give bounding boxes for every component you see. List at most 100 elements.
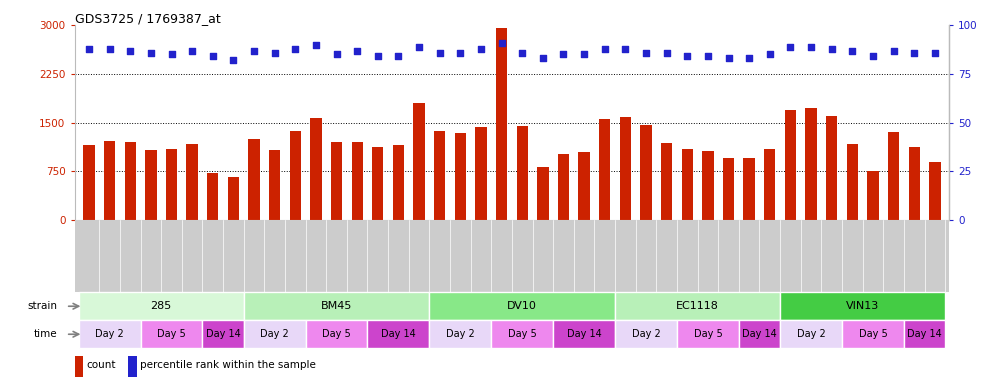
Bar [124, 142, 136, 220]
Bar [847, 144, 858, 220]
Bar [429, 292, 615, 320]
Bar [352, 142, 363, 220]
Bar [599, 119, 610, 220]
Bar [780, 320, 842, 348]
Bar [909, 147, 919, 220]
Point [184, 48, 200, 54]
Text: Day 5: Day 5 [859, 329, 888, 339]
Text: Day 14: Day 14 [908, 329, 942, 339]
Bar [331, 142, 342, 220]
Bar [554, 320, 615, 348]
Point [907, 50, 922, 56]
Text: Day 5: Day 5 [322, 329, 351, 339]
Text: EC1118: EC1118 [676, 301, 719, 311]
Bar [739, 320, 780, 348]
Point [349, 48, 365, 54]
Bar [128, 356, 137, 377]
Text: strain: strain [27, 301, 57, 311]
Point [865, 53, 881, 60]
Bar [537, 167, 549, 220]
Bar [244, 292, 429, 320]
Point [844, 48, 860, 54]
Bar [723, 159, 735, 220]
Text: percentile rank within the sample: percentile rank within the sample [140, 360, 316, 370]
Bar [187, 144, 198, 220]
Bar [203, 320, 244, 348]
Point [761, 51, 777, 58]
Text: Day 5: Day 5 [508, 329, 537, 339]
Point [226, 57, 242, 63]
Bar [579, 152, 589, 220]
Point [431, 50, 447, 56]
Point [287, 46, 303, 52]
Point [577, 51, 592, 58]
Point [452, 50, 468, 56]
Bar [289, 131, 301, 220]
Bar [429, 320, 491, 348]
Bar [904, 320, 945, 348]
Point [205, 53, 221, 60]
Bar [780, 292, 945, 320]
Bar [368, 320, 429, 348]
Bar [615, 320, 677, 348]
Bar [826, 116, 837, 220]
Bar [661, 143, 672, 220]
Point [617, 46, 633, 52]
Bar [677, 320, 739, 348]
Bar [372, 147, 384, 220]
Bar [434, 131, 445, 220]
Bar [475, 127, 487, 220]
Point [514, 50, 530, 56]
Text: Day 2: Day 2 [95, 329, 124, 339]
Bar [145, 150, 157, 220]
Point [370, 53, 386, 60]
Bar [491, 320, 554, 348]
Text: GDS3725 / 1769387_at: GDS3725 / 1769387_at [75, 12, 221, 25]
Bar [619, 117, 631, 220]
Bar [269, 150, 280, 220]
Bar [702, 151, 714, 220]
Bar [558, 154, 570, 220]
Bar [104, 141, 115, 220]
Point [82, 46, 97, 52]
Point [473, 46, 489, 52]
Text: count: count [86, 360, 116, 370]
Point [886, 48, 902, 54]
Text: Day 2: Day 2 [260, 329, 289, 339]
Point [659, 50, 675, 56]
Point [596, 46, 612, 52]
Point [782, 44, 798, 50]
Bar [496, 28, 507, 220]
Point [679, 53, 695, 60]
Point [721, 55, 737, 61]
Text: Day 14: Day 14 [567, 329, 601, 339]
Bar [207, 174, 219, 220]
Bar [248, 139, 259, 220]
Bar [454, 133, 466, 220]
Bar [414, 103, 424, 220]
Bar [764, 149, 775, 220]
Point [494, 40, 510, 46]
Bar [842, 320, 904, 348]
Text: Day 2: Day 2 [446, 329, 475, 339]
Bar [682, 149, 693, 220]
Text: VIN13: VIN13 [846, 301, 880, 311]
Text: time: time [34, 329, 57, 339]
Bar [310, 118, 322, 220]
Bar [79, 292, 244, 320]
Point [803, 44, 819, 50]
Point [247, 48, 262, 54]
Text: Day 14: Day 14 [206, 329, 241, 339]
Bar [929, 162, 940, 220]
Point [122, 48, 138, 54]
Bar [744, 159, 754, 220]
Bar [75, 356, 83, 377]
Text: Day 5: Day 5 [694, 329, 723, 339]
Bar [83, 145, 94, 220]
Text: BM45: BM45 [321, 301, 352, 311]
Bar [517, 126, 528, 220]
Text: Day 5: Day 5 [157, 329, 186, 339]
Bar [615, 292, 780, 320]
Point [266, 50, 282, 56]
Text: DV10: DV10 [507, 301, 537, 311]
